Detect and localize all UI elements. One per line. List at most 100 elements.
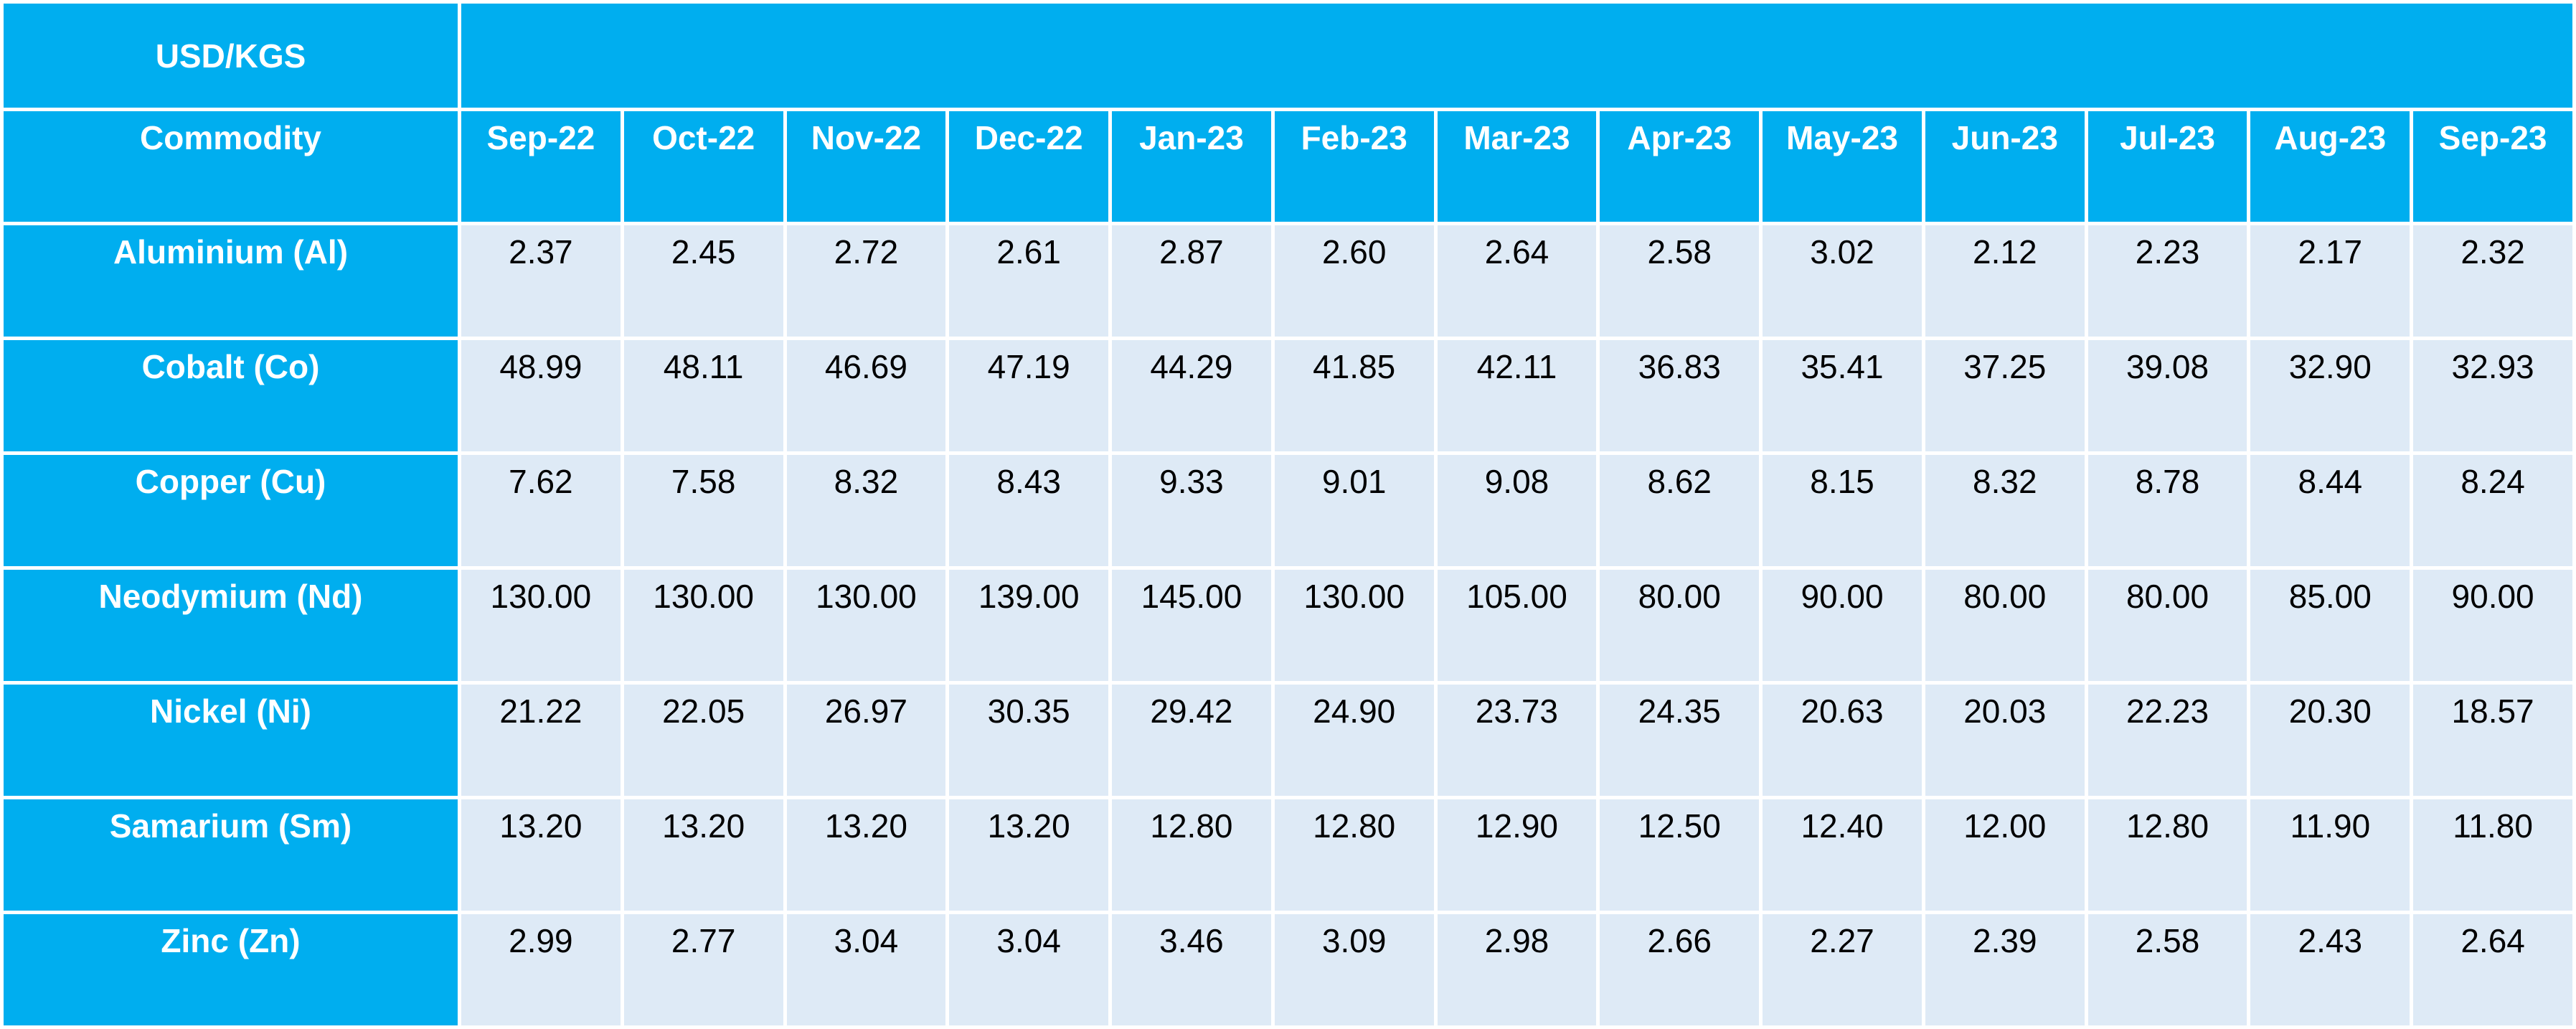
column-header: Feb-23 bbox=[1270, 108, 1438, 225]
column-header: Oct-22 bbox=[620, 108, 787, 225]
table-row: Samarium (Sm) 13.20 13.20 13.20 13.20 12.80 12… bbox=[0, 796, 2576, 914]
table-cell: 85.00 bbox=[2247, 566, 2414, 685]
table-cell: 2.98 bbox=[1433, 911, 1600, 1029]
row-label: Neodymium (Nd) bbox=[0, 566, 461, 685]
table-cell: 24.35 bbox=[1596, 681, 1763, 799]
row-label: Copper (Cu) bbox=[0, 451, 461, 570]
table-cell: 44.29 bbox=[1108, 337, 1275, 455]
table-cell: 2.60 bbox=[1270, 222, 1438, 340]
table-cell: 2.58 bbox=[2084, 911, 2251, 1029]
table-cell: 130.00 bbox=[458, 566, 624, 685]
table-cell: 13.20 bbox=[620, 796, 787, 914]
table-cell: 2.64 bbox=[1433, 222, 1600, 340]
table-cell: 2.43 bbox=[2247, 911, 2414, 1029]
table-cell: 2.12 bbox=[1921, 222, 2088, 340]
column-header: Mar-23 bbox=[1433, 108, 1600, 225]
table-cell: 2.64 bbox=[2410, 911, 2576, 1029]
table-cell: 47.19 bbox=[945, 337, 1113, 455]
table-cell: 18.57 bbox=[2410, 681, 2576, 799]
table-cell: 13.20 bbox=[458, 796, 624, 914]
table-cell: 2.61 bbox=[945, 222, 1113, 340]
table-cell: 30.35 bbox=[945, 681, 1113, 799]
table-cell: 7.62 bbox=[458, 451, 624, 570]
table-cell: 8.44 bbox=[2247, 451, 2414, 570]
row-label: Aluminium (Al) bbox=[0, 222, 461, 340]
table-cell: 20.30 bbox=[2247, 681, 2414, 799]
table-cell: 2.58 bbox=[1596, 222, 1763, 340]
column-header: Aug-23 bbox=[2247, 108, 2414, 225]
table-cell: 2.45 bbox=[620, 222, 787, 340]
table-title: USD/KGS bbox=[0, 0, 461, 111]
table-row: Neodymium (Nd) 130.00 130.00 130.00 139.00 14… bbox=[0, 566, 2576, 685]
table-cell: 130.00 bbox=[783, 566, 950, 685]
table-cell: 7.58 bbox=[620, 451, 787, 570]
table-cell: 12.00 bbox=[1921, 796, 2088, 914]
table-cell: 90.00 bbox=[1759, 566, 1925, 685]
row-label: Samarium (Sm) bbox=[0, 796, 461, 914]
table-cell: 8.32 bbox=[1921, 451, 2088, 570]
table-cell: 3.46 bbox=[1108, 911, 1275, 1029]
table-cell: 9.33 bbox=[1108, 451, 1275, 570]
table-cell: 3.04 bbox=[783, 911, 950, 1029]
title-banner bbox=[458, 0, 2576, 111]
table-cell: 2.32 bbox=[2410, 222, 2576, 340]
table-cell: 13.20 bbox=[783, 796, 950, 914]
row-label: Nickel (Ni) bbox=[0, 681, 461, 799]
table-row: Aluminium (Al) 2.37 2.45 2.72 2.61 2.87 2.60 2.… bbox=[0, 222, 2576, 340]
table-cell: 2.99 bbox=[458, 911, 624, 1029]
table-cell: 3.02 bbox=[1759, 222, 1925, 340]
table-cell: 9.01 bbox=[1270, 451, 1438, 570]
table-cell: 8.78 bbox=[2084, 451, 2251, 570]
table-cell: 11.80 bbox=[2410, 796, 2576, 914]
table-cell: 22.23 bbox=[2084, 681, 2251, 799]
column-header: Dec-22 bbox=[945, 108, 1113, 225]
table-cell: 12.80 bbox=[1108, 796, 1275, 914]
table-cell: 3.04 bbox=[945, 911, 1113, 1029]
table-cell: 2.39 bbox=[1921, 911, 2088, 1029]
table-cell: 139.00 bbox=[945, 566, 1113, 685]
table-cell: 20.03 bbox=[1921, 681, 2088, 799]
table-cell: 26.97 bbox=[783, 681, 950, 799]
table-cell: 90.00 bbox=[2410, 566, 2576, 685]
table-cell: 145.00 bbox=[1108, 566, 1275, 685]
table-cell: 12.80 bbox=[1270, 796, 1438, 914]
table-cell: 105.00 bbox=[1433, 566, 1600, 685]
table-cell: 21.22 bbox=[458, 681, 624, 799]
table-cell: 2.66 bbox=[1596, 911, 1763, 1029]
row-label: Cobalt (Co) bbox=[0, 337, 461, 455]
table-cell: 46.69 bbox=[783, 337, 950, 455]
table-cell: 35.41 bbox=[1759, 337, 1925, 455]
table-cell: 80.00 bbox=[2084, 566, 2251, 685]
column-header: Apr-23 bbox=[1596, 108, 1763, 225]
table-cell: 20.63 bbox=[1759, 681, 1925, 799]
table-cell: 80.00 bbox=[1596, 566, 1763, 685]
row-label: Zinc (Zn) bbox=[0, 911, 461, 1029]
table-cell: 2.37 bbox=[458, 222, 624, 340]
table-cell: 8.24 bbox=[2410, 451, 2576, 570]
table-cell: 12.90 bbox=[1433, 796, 1600, 914]
table-cell: 22.05 bbox=[620, 681, 787, 799]
table-cell: 2.72 bbox=[783, 222, 950, 340]
table-cell: 29.42 bbox=[1108, 681, 1275, 799]
column-header: Jun-23 bbox=[1921, 108, 2088, 225]
table-row: Nickel (Ni) 21.22 22.05 26.97 30.35 29.42 24.9… bbox=[0, 681, 2576, 799]
table-cell: 41.85 bbox=[1270, 337, 1438, 455]
table-cell: 48.99 bbox=[458, 337, 624, 455]
table-cell: 32.93 bbox=[2410, 337, 2576, 455]
table-cell: 37.25 bbox=[1921, 337, 2088, 455]
table-row: Cobalt (Co) 48.99 48.11 46.69 47.19 44.29 41.8… bbox=[0, 337, 2576, 455]
table-cell: 8.43 bbox=[945, 451, 1113, 570]
table-cell: 36.83 bbox=[1596, 337, 1763, 455]
table-cell: 23.73 bbox=[1433, 681, 1600, 799]
table-cell: 9.08 bbox=[1433, 451, 1600, 570]
table-cell: 39.08 bbox=[2084, 337, 2251, 455]
column-header: Jan-23 bbox=[1108, 108, 1275, 225]
table-cell: 130.00 bbox=[620, 566, 787, 685]
column-header: Jul-23 bbox=[2084, 108, 2251, 225]
table-cell: 2.23 bbox=[2084, 222, 2251, 340]
title-row: USD/KGS bbox=[0, 0, 2576, 111]
table-cell: 3.09 bbox=[1270, 911, 1438, 1029]
table-cell: 2.27 bbox=[1759, 911, 1925, 1029]
row-header-label: Commodity bbox=[0, 108, 461, 225]
table-cell: 13.20 bbox=[945, 796, 1113, 914]
